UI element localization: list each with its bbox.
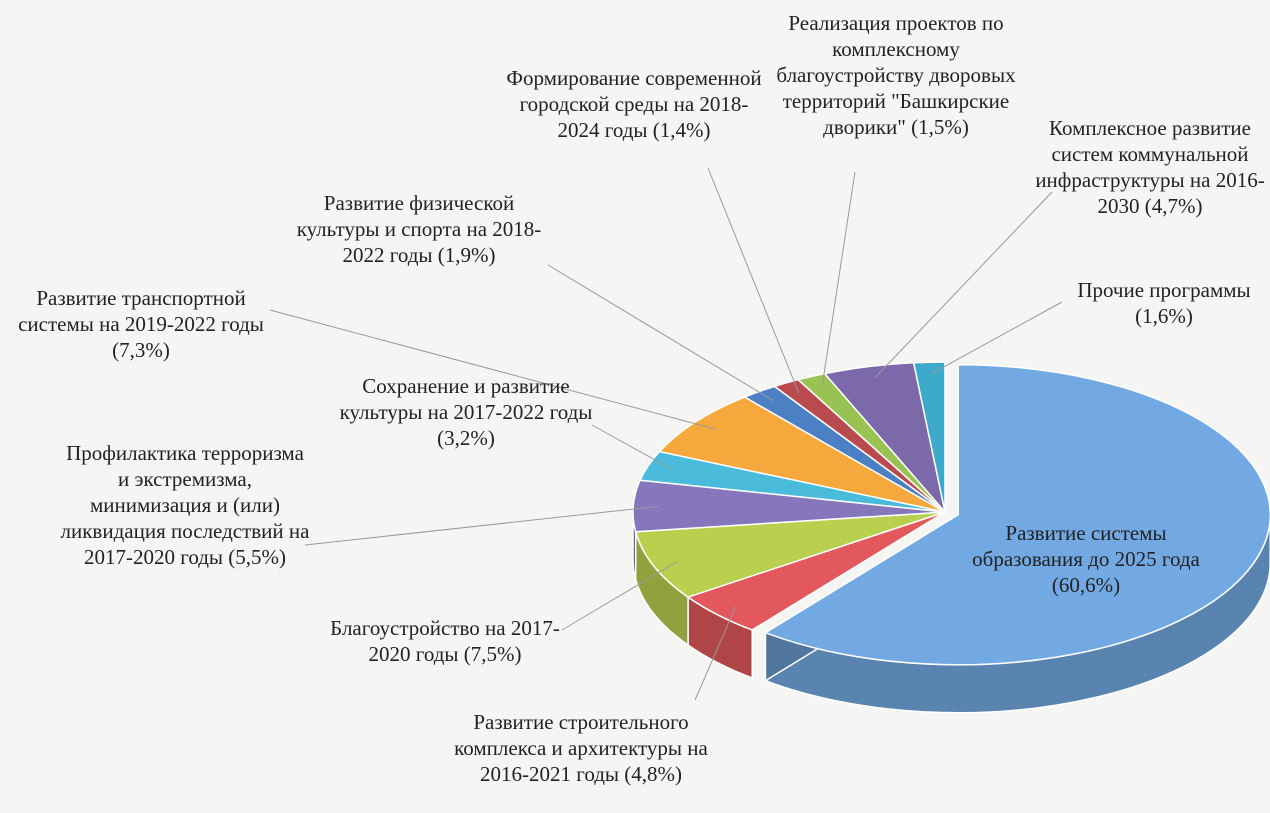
slice-label: Развитие системы образования до 2025 год… — [968, 520, 1204, 598]
slice — [658, 396, 946, 513]
leader-line — [821, 171, 856, 388]
leader-line — [874, 191, 1053, 379]
value-label: (5,5%) — [228, 545, 286, 569]
category-name: Развитие строительного комплекса и архит… — [454, 710, 708, 786]
category-name: Формирование современной городской среды… — [506, 66, 762, 142]
slice-label: Развитие физической культуры и спорта на… — [285, 190, 553, 268]
value-label: (7,5%) — [463, 642, 522, 666]
slice-label: Сохранение и развитие культуры на 2017-2… — [335, 373, 597, 451]
category-name: Сохранение и развитие культуры на 2017-2… — [339, 374, 593, 424]
category-name: Благоустройство на 2017-2020 годы — [330, 616, 560, 666]
slice-label: Развитие строительного комплекса и архит… — [450, 709, 712, 787]
leader-line — [304, 505, 659, 546]
category-name: Развитие физической культуры и спорта на… — [296, 191, 542, 267]
value-label: (60,6%) — [1051, 573, 1121, 597]
leader-line — [269, 309, 716, 430]
category-name: Прочие программы — [1077, 278, 1251, 302]
slice-label: Благоустройство на 2017-2020 годы (7,5%) — [320, 615, 570, 667]
value-label: (4,8%) — [624, 762, 682, 786]
value-label: (1,4%) — [652, 118, 711, 142]
slice-label: Профилактика терроризма и экстремизма, м… — [60, 440, 310, 570]
category-name: Комплексное развитие систем коммунальной… — [1035, 116, 1265, 218]
slice — [634, 511, 946, 598]
slice-label: Развитие транспортной системы на 2019-20… — [10, 285, 272, 363]
value-label: (1,9%) — [437, 243, 496, 267]
value-label: (3,2%) — [437, 426, 495, 450]
value-label: (4,7%) — [1144, 194, 1203, 218]
leader-line — [707, 167, 800, 394]
category-name: Развитие системы образования до 2025 год… — [972, 521, 1200, 571]
category-name: Развитие транспортной системы на 2019-20… — [18, 286, 264, 336]
category-name: Профилактика терроризма и экстремизма, м… — [60, 441, 310, 569]
leader-line — [930, 301, 1063, 375]
leader-line — [591, 424, 673, 470]
value-label: (1,5%) — [911, 115, 969, 139]
slice — [912, 361, 946, 513]
category-name: Реализация проектов по комплексному благ… — [776, 11, 1016, 139]
slice-label: Формирование современной городской среды… — [505, 65, 763, 143]
slice-label: Прочие программы (1,6%) — [1058, 277, 1270, 329]
leader-line — [694, 606, 737, 701]
slice — [763, 363, 1270, 666]
value-label: (1,6%) — [1135, 304, 1193, 328]
slice-label: Комплексное развитие систем коммунальной… — [1030, 115, 1270, 219]
value-label: (7,3%) — [112, 338, 170, 362]
slice-label: Реализация проектов по комплексному благ… — [770, 10, 1022, 140]
leader-line — [547, 264, 775, 402]
leader-line — [561, 561, 678, 631]
